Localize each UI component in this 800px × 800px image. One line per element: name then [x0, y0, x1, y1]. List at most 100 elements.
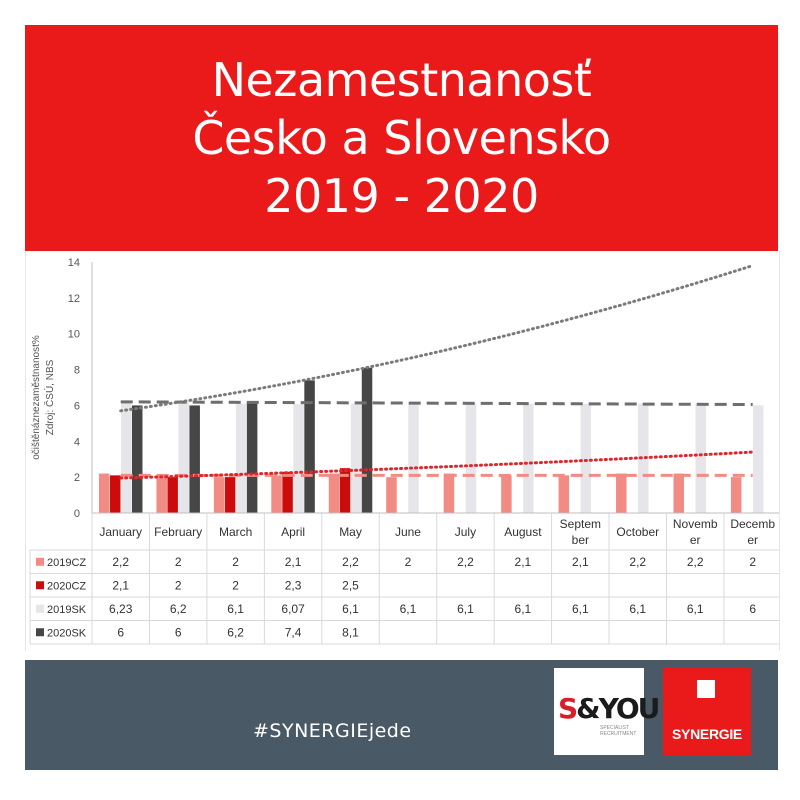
bar-2019SK-1: [120, 401, 132, 513]
synergie-logo-text: SYNERGIE: [672, 726, 742, 742]
bar-2019CZ-7: [443, 473, 455, 513]
data-label: 2: [232, 555, 239, 569]
bar-2019SK-2: [178, 401, 189, 513]
title-line-2: Česko a Slovensko: [192, 111, 611, 165]
data-label: 6,1: [687, 602, 704, 616]
data-label: 6,2: [170, 602, 187, 616]
data-label: 2: [175, 555, 182, 569]
bar-2020SK-1: [131, 405, 143, 513]
bar-2019SK-5: [350, 403, 362, 513]
bar-2020CZ-2: [167, 477, 178, 513]
bar-2019SK-7: [465, 403, 477, 513]
bar-2019SK-3: [235, 403, 247, 513]
y-tick-label: 6: [74, 400, 80, 412]
x-tick-label: May: [339, 525, 362, 539]
bar-2019CZ-1: [98, 473, 110, 513]
bar-2020SK-2: [189, 405, 200, 513]
syou-logo-text: S&YOU: [558, 692, 660, 725]
footer-bar: [25, 660, 778, 770]
data-label: 6,1: [342, 602, 359, 616]
legend-label: 2019CZ: [47, 557, 86, 569]
chart-frame: 0 2 4 6 8 10 12 14 očištěnáznezaměstnanost% Zdroj…: [25, 251, 780, 651]
data-label: 6,1: [629, 602, 646, 616]
data-label: 7,4: [285, 625, 302, 639]
x-tick-label: March: [219, 525, 252, 539]
data-label: 2,2: [629, 555, 646, 569]
data-label: 2,1: [112, 578, 129, 592]
bar-2019CZ-12: [730, 477, 742, 513]
x-tick-label: February: [154, 525, 202, 539]
bar-2020CZ-1: [109, 475, 121, 513]
x-tick-label: er: [690, 533, 701, 547]
x-tick-label: October: [616, 525, 659, 539]
data-label: 6,1: [457, 602, 474, 616]
data-label: 6,1: [400, 602, 417, 616]
bar-2019SK-12: [752, 405, 764, 513]
x-tick-label: ber: [572, 533, 589, 547]
x-tick-label: August: [504, 525, 542, 539]
data-label: 2: [232, 578, 239, 592]
data-label: 6: [117, 625, 124, 639]
chart: 0 2 4 6 8 10 12 14 očištěnáznezaměstnanost% Zdroj…: [29, 257, 779, 645]
y-tick-label: 0: [74, 508, 80, 520]
data-label: 2,5: [342, 578, 359, 592]
x-tick-label: Novemb: [673, 517, 718, 531]
bar-2020SK-4: [304, 380, 315, 513]
x-tick-label: er: [747, 533, 758, 547]
syou-logo: S&YOU SPECIALIST RECRUITMENT: [554, 668, 660, 755]
bar-2020SK-5: [361, 367, 373, 513]
bar-2019SK-11: [695, 403, 706, 513]
legend-key-2019SK: [36, 604, 44, 613]
y-tick-label: 12: [68, 293, 80, 305]
trendline-2: [120, 400, 753, 407]
x-tick-label: July: [455, 525, 476, 539]
x-tick-label: April: [281, 525, 305, 539]
legend-label: 2019SK: [47, 604, 87, 616]
y-tick-label: 2: [74, 472, 80, 484]
title-line-1: Nezamestnanosť: [211, 53, 592, 107]
legend-label: 2020SK: [47, 627, 87, 639]
data-label: 2,1: [572, 555, 589, 569]
bar-2020CZ-5: [339, 468, 351, 513]
bar-2019CZ-8: [501, 475, 512, 513]
data-label: 2: [175, 578, 182, 592]
bar-2019CZ-3: [213, 477, 225, 513]
bar-2019SK-8: [523, 403, 534, 513]
trendline-4: [119, 264, 755, 413]
legend-key-2020CZ: [36, 581, 44, 590]
legend-key-2020SK: [36, 628, 44, 637]
bar-2019CZ-11: [673, 473, 684, 513]
data-label: 2,2: [457, 555, 474, 569]
bar-2019CZ-9: [558, 475, 570, 513]
data-label: 6: [175, 625, 182, 639]
data-label: 8,1: [342, 625, 359, 639]
bar-2020CZ-4: [282, 471, 293, 513]
y-axis-source: Zdroj: ČSÚ, NBS: [43, 359, 56, 435]
data-label: 2,3: [285, 578, 302, 592]
x-tick-label: January: [99, 525, 142, 539]
data-label: 6,23: [109, 602, 133, 616]
data-label: 2,2: [112, 555, 129, 569]
y-tick-label: 8: [74, 365, 80, 377]
bar-2020SK-3: [246, 401, 258, 513]
bar-2020CZ-3: [224, 477, 236, 513]
bar-2019CZ-4: [271, 475, 282, 513]
data-label: 2,1: [515, 555, 532, 569]
data-label: 2: [749, 555, 756, 569]
x-tick-label: Decemb: [730, 517, 775, 531]
title-line-3: 2019 - 2020: [264, 169, 539, 223]
y-tick-label: 14: [68, 257, 80, 269]
data-label: 2: [405, 555, 412, 569]
bar-2019SK-10: [638, 403, 649, 513]
bar-2019CZ-10: [616, 473, 627, 513]
bar-2019SK-4: [293, 404, 304, 513]
syou-logo-tagline: SPECIALIST RECRUITMENT: [600, 725, 637, 737]
x-tick-label: June: [395, 525, 421, 539]
data-label: 6: [749, 602, 756, 616]
data-label: 6,1: [227, 602, 244, 616]
bar-2019CZ-6: [386, 477, 397, 513]
y-tick-label: 10: [68, 329, 80, 341]
y-tick-label: 4: [74, 436, 80, 448]
hashtag-text: #SYNERGIEjede: [253, 720, 412, 742]
data-label: 6,07: [281, 602, 305, 616]
